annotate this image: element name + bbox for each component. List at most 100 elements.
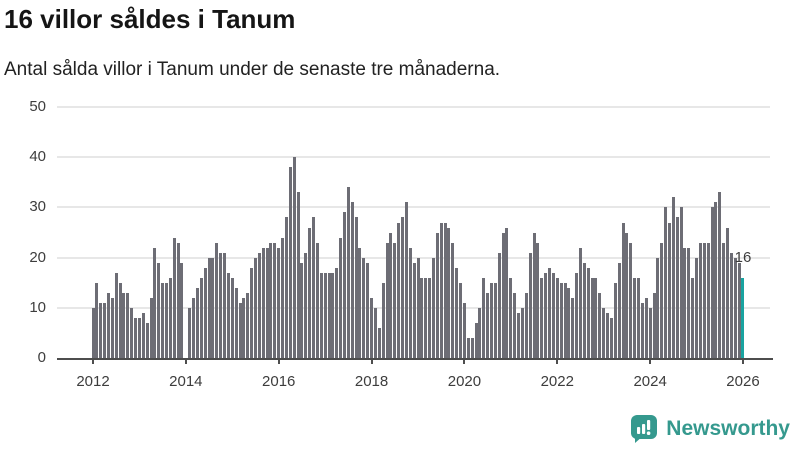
bar — [695, 257, 699, 358]
gridline — [57, 106, 770, 108]
y-axis-label: 50 — [29, 98, 46, 115]
bar — [474, 322, 478, 358]
bar — [230, 277, 234, 358]
bar — [598, 292, 602, 358]
bar — [482, 277, 486, 358]
bar — [95, 282, 99, 358]
bar — [428, 277, 432, 358]
bar — [613, 282, 617, 358]
bar — [656, 257, 660, 358]
bar — [586, 267, 590, 358]
x-axis-label: 2012 — [76, 373, 110, 390]
bar — [176, 242, 180, 358]
bar — [729, 252, 733, 358]
x-axis-label: 2018 — [354, 373, 389, 390]
highlighted-bar — [741, 277, 745, 358]
bar — [373, 307, 377, 358]
bar — [462, 302, 466, 358]
bar — [683, 247, 687, 358]
x-axis-label: 2026 — [726, 373, 760, 390]
bar — [211, 257, 215, 358]
bar — [451, 242, 455, 358]
bar — [339, 237, 343, 358]
bar — [269, 242, 273, 358]
bar — [223, 252, 227, 358]
bar — [733, 257, 737, 358]
bar — [459, 282, 463, 358]
bar — [443, 222, 447, 358]
bar — [389, 232, 393, 358]
newsworthy-chart-bubble-icon — [631, 415, 658, 443]
bar — [544, 272, 548, 358]
bar — [114, 272, 118, 358]
bar — [362, 257, 366, 358]
bar — [381, 282, 385, 358]
bar — [470, 337, 474, 358]
bar — [234, 287, 238, 358]
bar — [358, 247, 362, 358]
bar — [254, 257, 257, 358]
y-axis-label: 10 — [29, 298, 46, 316]
newsworthy-wordmark: Newsworthy — [666, 416, 790, 440]
bar — [714, 202, 718, 358]
bar — [702, 242, 706, 358]
bar — [377, 327, 381, 358]
x-axis-label: 2014 — [169, 373, 203, 390]
page-subtitle: Antal sålda villor i Tanum under de sena… — [4, 59, 501, 80]
bar — [265, 247, 269, 358]
bar — [122, 292, 126, 358]
bar — [536, 242, 540, 358]
bar — [284, 217, 288, 358]
bar — [110, 297, 114, 358]
bar — [609, 317, 613, 358]
bar — [722, 242, 726, 358]
bar — [652, 292, 656, 358]
bar — [281, 237, 285, 358]
bar — [103, 302, 107, 358]
newsworthy-logo[interactable]: Newsworthy — [630, 414, 790, 443]
bar — [617, 262, 621, 358]
bar — [165, 282, 168, 358]
y-axis-label: 30 — [29, 198, 46, 216]
bar — [366, 262, 370, 358]
bar — [551, 272, 555, 358]
x-axis-line — [57, 358, 773, 360]
bar — [315, 242, 319, 358]
y-axis-label: 20 — [29, 248, 46, 266]
bar — [195, 287, 199, 358]
bar — [698, 242, 702, 358]
bar — [404, 202, 408, 358]
bar — [563, 282, 567, 358]
gridline — [57, 156, 770, 159]
bar — [590, 277, 594, 358]
bar — [497, 252, 501, 358]
bar — [439, 222, 443, 358]
bar — [370, 297, 374, 358]
bar — [331, 272, 335, 358]
bar — [548, 267, 552, 358]
bar — [648, 307, 652, 358]
bar — [277, 247, 281, 358]
bar — [718, 192, 722, 358]
x-axis-tick — [277, 358, 280, 364]
bar — [505, 227, 509, 358]
bar — [640, 302, 644, 358]
bar — [300, 262, 304, 358]
bar — [424, 277, 428, 358]
bar — [532, 232, 536, 358]
bar — [524, 292, 528, 358]
bar — [501, 232, 505, 358]
x-axis-label: 2016 — [262, 373, 296, 390]
bar — [726, 227, 730, 358]
bar — [629, 242, 633, 358]
y-axis-label: 0 — [37, 349, 46, 366]
bar — [431, 257, 435, 358]
bar — [567, 287, 571, 358]
page-title: 16 villor såldes i Tanum — [4, 4, 296, 34]
bar — [710, 207, 714, 358]
bar — [637, 277, 641, 358]
bar — [540, 277, 544, 358]
bar — [118, 282, 122, 358]
x-axis-tick — [184, 358, 187, 364]
